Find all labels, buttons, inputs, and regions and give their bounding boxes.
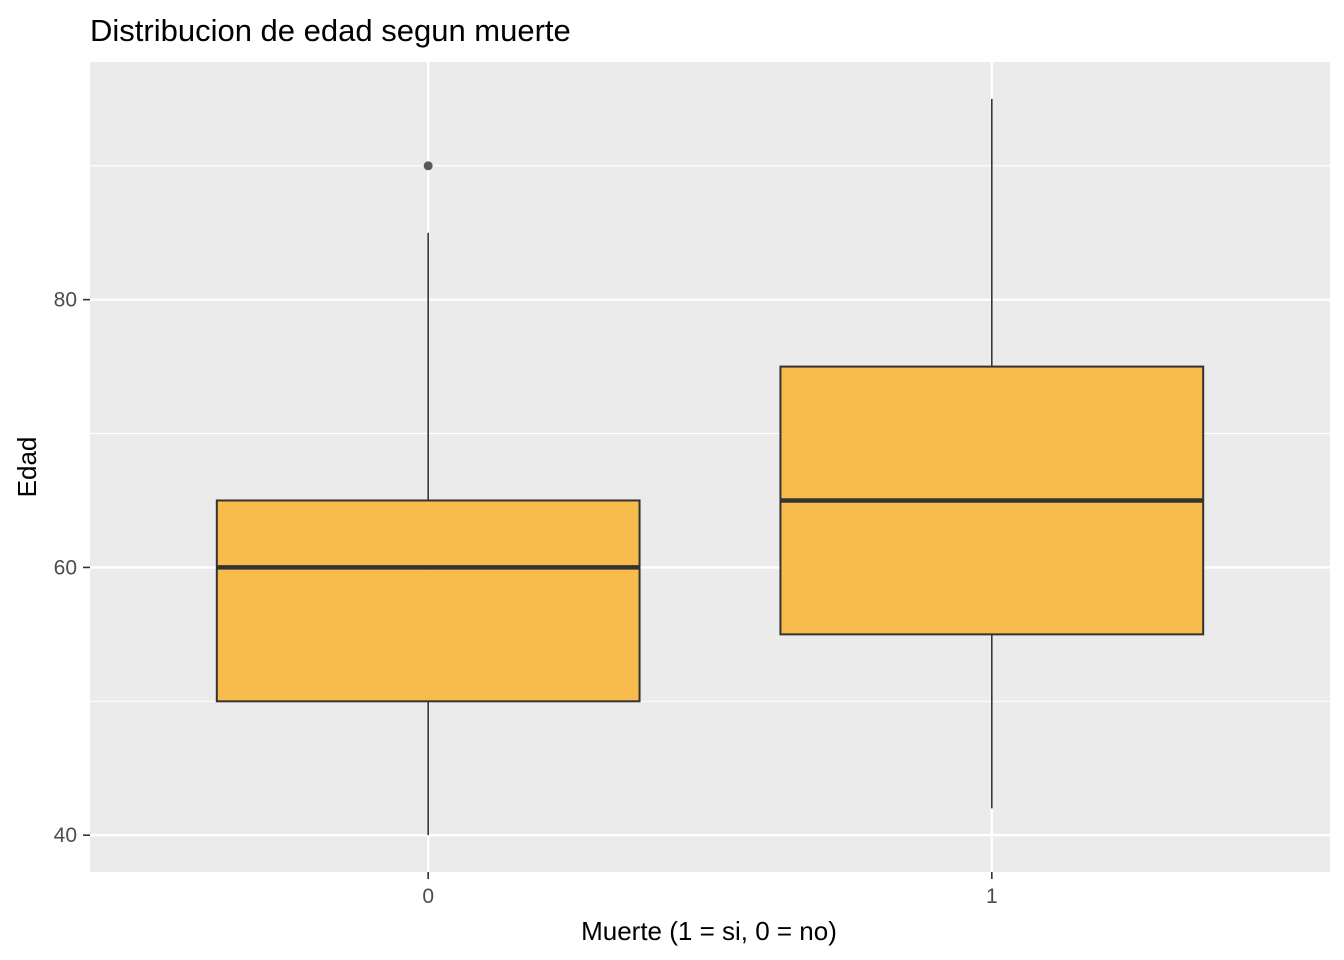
- box-iqr: [215, 499, 641, 703]
- y-axis-title: Edad: [12, 437, 42, 498]
- boxes: [215, 98, 1205, 836]
- x-axis-title: Muerte (1 = si, 0 = no): [581, 916, 837, 946]
- axes: 40 60 80 0 1: [54, 289, 998, 908]
- y-tick-label: 40: [54, 824, 77, 847]
- chart-title: Distribucion de edad segun muerte: [90, 13, 571, 48]
- y-tick-label: 60: [54, 556, 77, 579]
- outlier-point: [423, 161, 433, 171]
- y-tick-label: 80: [54, 289, 77, 312]
- box-group-0: [215, 161, 641, 836]
- x-tick-label: 1: [986, 885, 998, 908]
- x-tick-label: 0: [422, 885, 434, 908]
- box-group-1: [779, 98, 1205, 809]
